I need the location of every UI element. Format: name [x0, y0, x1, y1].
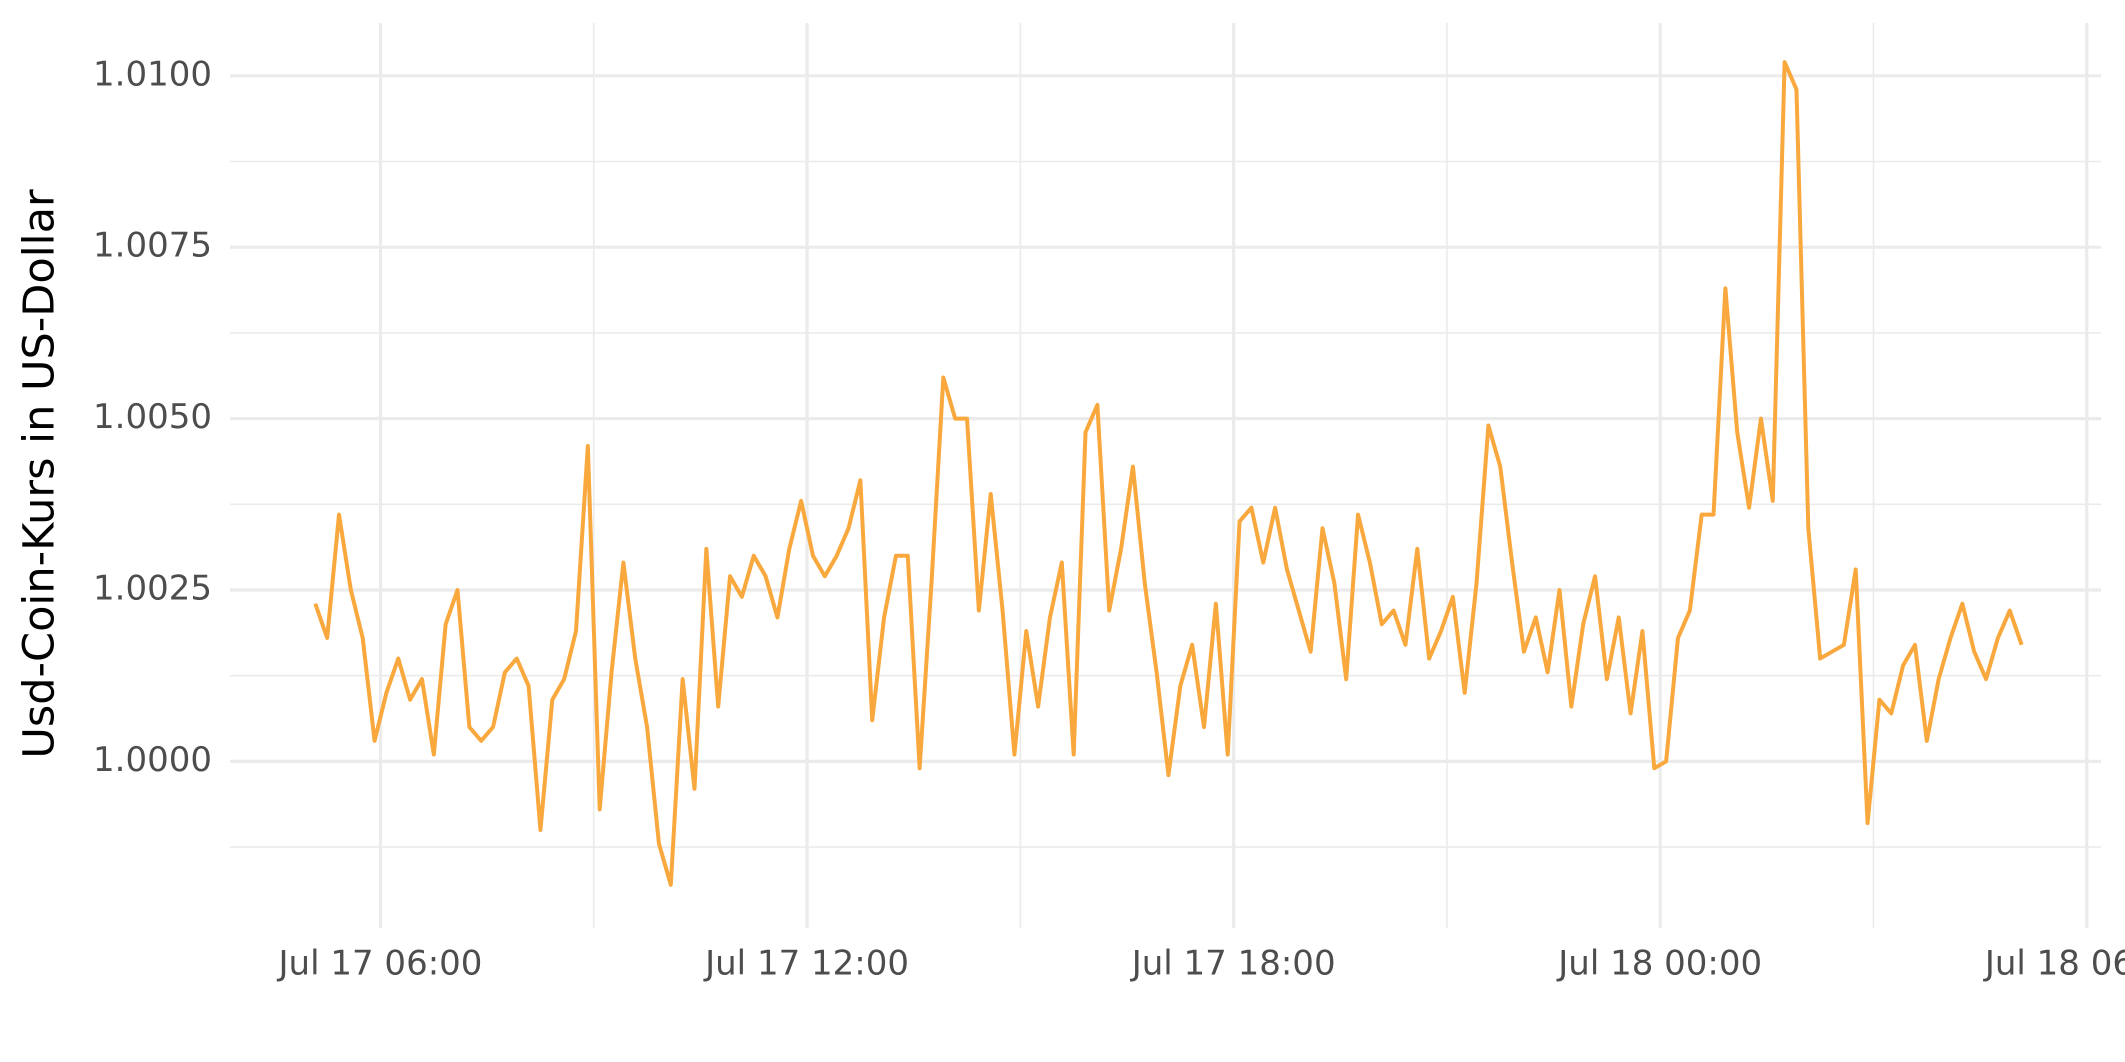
- y-tick-label: 1.0075: [93, 226, 212, 266]
- marks: [313, 60, 2024, 887]
- x-tick-label: Jul 17 12:00: [703, 944, 909, 984]
- price-line: [313, 60, 2024, 887]
- y-tick-label: 1.0050: [93, 397, 212, 437]
- y-tick-label: 1.0025: [93, 568, 212, 608]
- y-axis-title: Usd-Coin-Kurs in US-Dollar: [15, 189, 65, 759]
- y-tick-label: 1.0000: [93, 740, 212, 780]
- y-tick-label: 1.0100: [93, 54, 212, 94]
- x-tick-label: Jul 18 00:00: [1556, 944, 1762, 984]
- x-tick-label: Jul 17 18:00: [1130, 944, 1336, 984]
- x-tick-label: Jul 18 06:00: [1983, 944, 2125, 984]
- x-tick-label: Jul 17 06:00: [277, 944, 483, 984]
- grid: [230, 23, 2101, 928]
